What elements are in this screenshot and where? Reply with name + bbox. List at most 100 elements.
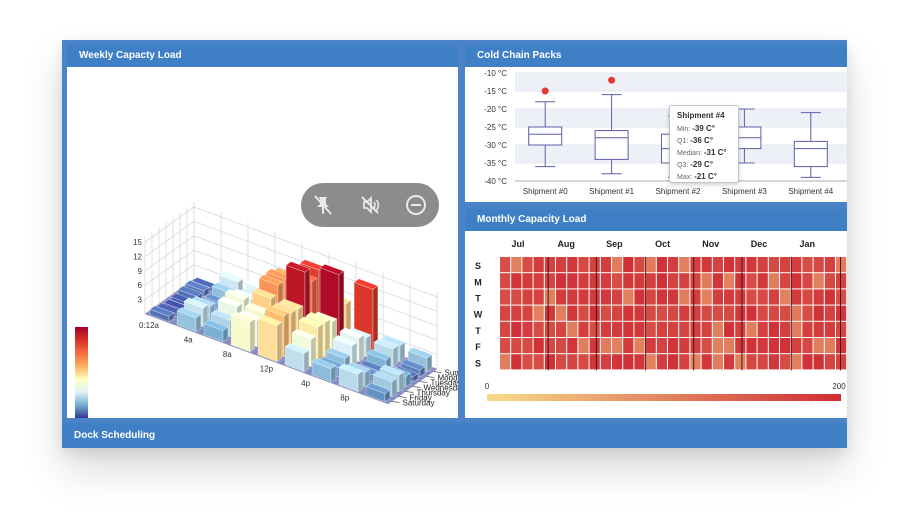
bar-side — [392, 345, 399, 368]
heatmap-cell — [712, 354, 723, 370]
bar-top — [176, 307, 202, 318]
heatmap-cell — [813, 338, 824, 354]
heatmap-cell — [802, 321, 813, 337]
bar-top — [319, 264, 345, 275]
heatmap-cell — [589, 305, 600, 321]
bar-top — [284, 343, 310, 354]
y-tick — [426, 376, 435, 378]
cold-chain-chart[interactable]: -10 °C -15 °C -20 °C -25 °C -30 °C -35 °C -40 … — [465, 67, 847, 202]
bar-side — [303, 349, 310, 373]
bar-front — [257, 318, 278, 362]
mute-icon[interactable] — [358, 193, 382, 217]
heatmap-cell — [690, 305, 701, 321]
heatmap-cell — [623, 289, 634, 305]
heatmap-cell — [589, 354, 600, 370]
cold-chain-title: Cold Chain Packs — [465, 45, 847, 67]
heatmap-cell — [556, 273, 567, 289]
heatmap-cell — [600, 289, 611, 305]
heatmap-cell — [612, 321, 623, 337]
heatmap-cell — [668, 321, 679, 337]
grid-line — [144, 235, 195, 272]
weekly-capacity-chart[interactable]: 3 6 9 12 15 0:12a 4a 8a 12p 4p 8p SundayMondayTuesd… — [67, 67, 458, 418]
month-label: Aug — [557, 239, 575, 249]
bar-top — [373, 338, 399, 350]
heatmap-cell — [600, 354, 611, 370]
heatmap-cell — [768, 257, 779, 273]
heatmap-cell — [500, 338, 511, 354]
heatmap-cell — [567, 321, 578, 337]
bar-top — [325, 348, 351, 359]
heatmap-cell — [511, 273, 522, 289]
heatmap-cell — [511, 305, 522, 321]
heatmap-cell — [567, 338, 578, 354]
heatmap-cell — [824, 321, 835, 337]
bar-top — [203, 319, 229, 331]
heatmap-cell — [578, 354, 589, 370]
box-body — [594, 130, 629, 160]
heatmap-cell — [746, 305, 757, 321]
heatmap-cell — [746, 273, 757, 289]
heatmap-cell — [634, 289, 645, 305]
y-tick-label: -40 °C — [484, 177, 507, 186]
bar-top — [251, 288, 277, 299]
heatmap-cell — [757, 289, 768, 305]
heatmap-cell — [556, 354, 567, 370]
heatmap-cell — [712, 289, 723, 305]
z-tick-label: 12 — [133, 252, 142, 261]
heatmap-cell — [589, 321, 600, 337]
heatmap-cell — [735, 289, 746, 305]
weekly-capacity-panel: Weekly Capacty Load 3 6 9 12 15 0:12a 4a 8a 12p 4… — [67, 45, 458, 418]
day-label: T — [475, 326, 481, 336]
heatmap-cell — [780, 354, 791, 370]
heatmap-cell — [757, 354, 768, 370]
minus-circle-icon[interactable] — [404, 193, 428, 217]
y-tick-label: -10 °C — [484, 69, 507, 78]
y-tick-label: Saturday — [403, 399, 435, 408]
heatmap-cell — [668, 305, 679, 321]
bar-top — [339, 327, 365, 339]
heatmap-cell — [578, 305, 589, 321]
bar-top — [407, 347, 433, 359]
bar-top — [217, 296, 243, 308]
heatmap-cell — [724, 257, 735, 273]
heatmap-cell — [701, 273, 712, 289]
heatmap-cell — [656, 305, 667, 321]
heatmap-cell — [757, 321, 768, 337]
bar-top — [149, 305, 175, 317]
heatmap-cell — [522, 354, 533, 370]
bar-3d — [284, 343, 310, 373]
bar-top — [400, 359, 426, 371]
heatmap-cell — [612, 289, 623, 305]
heatmap-cell — [567, 257, 578, 273]
bar-top — [224, 289, 250, 300]
heatmap-cell — [623, 338, 634, 354]
heatmap-cell — [600, 257, 611, 273]
heatmap-cell — [724, 354, 735, 370]
heatmap-cell — [656, 338, 667, 354]
heatmap-cell — [656, 273, 667, 289]
heatmap-cell — [600, 338, 611, 354]
bar-side — [358, 334, 365, 363]
bar-top — [380, 335, 406, 346]
heatmap-cell — [690, 354, 701, 370]
bar-top — [183, 297, 209, 309]
bar-3d — [149, 305, 175, 323]
heatmap-cell — [522, 305, 533, 321]
heatmap-cell — [511, 289, 522, 305]
heatmap-cell — [712, 305, 723, 321]
heatmap-cell — [836, 338, 847, 354]
heatmap-cell — [802, 257, 813, 273]
heatmap-cell — [746, 257, 757, 273]
heatmap-cell — [813, 321, 824, 337]
heatmap-cell — [533, 289, 544, 305]
heatmap-cell — [724, 289, 735, 305]
heatmap-cell — [679, 354, 690, 370]
unpin-icon[interactable] — [311, 193, 335, 217]
heatmap-cell — [802, 273, 813, 289]
x-tick-label: 12p — [260, 365, 274, 374]
heatmap-cell — [724, 321, 735, 337]
heatmap-cell — [791, 257, 802, 273]
grid-line — [193, 206, 438, 298]
y-tick — [433, 371, 442, 373]
